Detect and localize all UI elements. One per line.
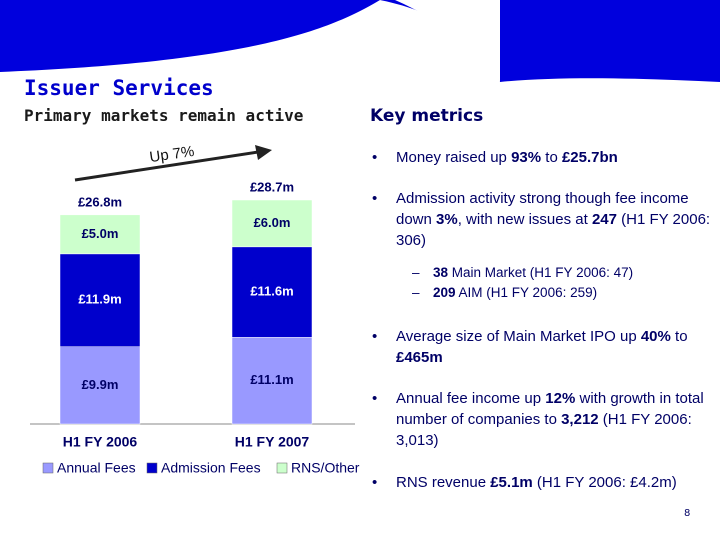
text-run: £465m <box>396 349 443 366</box>
bullet-dot: • <box>372 390 378 407</box>
text-run: (H1 FY 2006: £4.2m) <box>532 474 677 491</box>
text-run: Money raised up <box>396 149 512 166</box>
text-run: £5.1m <box>490 474 533 491</box>
sub-bullet-dash: – <box>412 285 420 300</box>
bar-segment <box>231 337 313 425</box>
bullet-text: Money raised up 93% to £25.7bn <box>396 147 712 168</box>
header-band <box>0 0 720 82</box>
text-run: 209 <box>433 285 456 300</box>
text-run: (H1 FY 2006: 306) <box>396 211 711 249</box>
legend-label: Admission Fees <box>161 460 261 476</box>
sub-bullet-text: 209 AIM (H1 FY 2006: 259) <box>433 283 712 303</box>
text-run: 3,212 <box>561 411 599 428</box>
sub-bullet: –209 AIM (H1 FY 2006: 259) <box>412 283 712 303</box>
total-label: £26.8m <box>78 194 122 209</box>
bar-segment <box>59 214 141 255</box>
text-run: 40% <box>640 328 671 345</box>
subtitle: Primary markets remain active <box>24 106 304 125</box>
value-label: £6.0m <box>254 215 291 230</box>
bullet: • Money raised up 93% to £25.7bn <box>372 147 712 168</box>
bullet-dot: • <box>372 328 378 345</box>
legend-label: RNS/Other <box>291 460 360 476</box>
bullet: • RNS revenue £5.1m (H1 FY 2006: £4.2m) <box>372 472 712 493</box>
annotation: Up 7% <box>148 143 195 166</box>
text-run: Admission activity strong though fee inc… <box>396 190 689 228</box>
text-run: 12% <box>545 390 576 407</box>
value-label: £5.0m <box>82 226 119 241</box>
value-label: £11.1m <box>250 372 293 387</box>
total-label: £28.7m <box>250 179 294 194</box>
text-run: , with new issues at <box>457 211 592 228</box>
text-run: 38 <box>433 265 449 280</box>
sub-bullet-dash: – <box>412 265 420 280</box>
legend-label: Annual Fees <box>57 460 136 476</box>
key-metrics-heading: Key metrics <box>370 106 484 126</box>
sub-bullet-text: 38 Main Market (H1 FY 2006: 47) <box>433 263 712 283</box>
arrow-head <box>255 145 272 160</box>
sub-bullet: –38 Main Market (H1 FY 2006: 47) <box>412 263 712 283</box>
text-run: 93% <box>511 149 542 166</box>
legend-swatch <box>276 462 288 474</box>
bar-segment <box>231 246 313 338</box>
bullet-text: Annual fee income up 12% with growth in … <box>396 388 712 451</box>
value-label: £11.9m <box>78 292 121 307</box>
bullet: • Average size of Main Market IPO up 40% … <box>372 326 712 368</box>
bullet: • Annual fee income up 12% with growth in… <box>372 388 712 451</box>
text-run: 247 <box>591 211 617 228</box>
value-label: £11.6m <box>250 284 293 299</box>
text-run: £25.7bn <box>561 149 618 166</box>
text-run: 3% <box>436 211 458 228</box>
text-run: with growth in total number of companies… <box>396 390 704 428</box>
bullet-dot: • <box>372 149 378 166</box>
header-swoosh <box>395 0 500 82</box>
bullet-dot: • <box>372 190 378 207</box>
growth-arrow <box>74 150 259 182</box>
bullet-text: Average size of Main Market IPO up 40% t… <box>396 326 712 368</box>
text-run: Average size of Main Market IPO up <box>396 328 641 345</box>
bullet-text: Admission activity strong though fee inc… <box>396 188 712 251</box>
text-run: Annual fee income up <box>396 390 546 407</box>
text-run: AIM (H1 FY 2006: 259) <box>455 285 598 300</box>
title: Issuer Services <box>24 76 214 100</box>
page-number: 8 <box>684 508 691 519</box>
bar-segment <box>59 253 141 347</box>
value-label: £9.9m <box>82 377 119 392</box>
text-run: to <box>541 149 562 166</box>
bullet-text: RNS revenue £5.1m (H1 FY 2006: £4.2m) <box>396 472 712 493</box>
text-run: (H1 FY 2006: 3,013) <box>396 411 692 449</box>
category-label: H1 FY 2007 <box>235 434 310 450</box>
text-run: RNS revenue <box>396 474 491 491</box>
bullet: • Admission activity strong though fee in… <box>372 188 712 251</box>
bullet-dot: • <box>372 474 378 491</box>
legend-swatch <box>146 462 158 474</box>
bar-segment <box>231 199 313 248</box>
category-label: H1 FY 2006 <box>63 434 138 450</box>
legend-swatch <box>42 462 54 474</box>
text-run: Main Market (H1 FY 2006: 47) <box>448 265 634 280</box>
text-run: to <box>670 328 688 345</box>
